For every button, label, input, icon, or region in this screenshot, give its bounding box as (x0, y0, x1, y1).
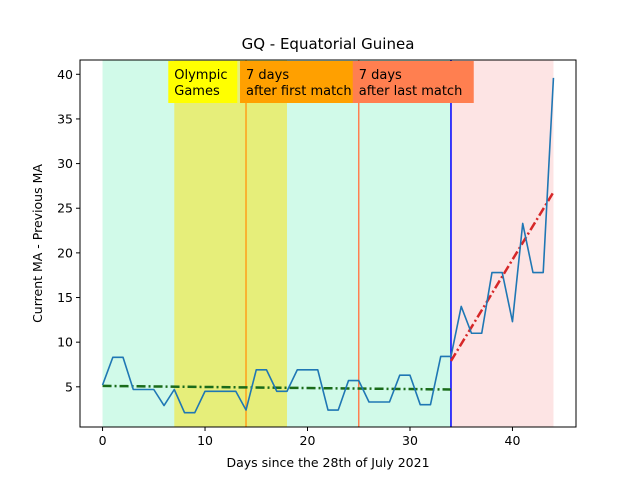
annotation-box-0 (168, 61, 238, 103)
series-line-0 (101, 77, 555, 414)
y-tick-label: 25 (57, 201, 73, 216)
x-axis-title: Days since the 28th of July 2021 (226, 455, 429, 470)
y-tick-label: 35 (57, 111, 73, 126)
axis-ticks: 0 10 20 30 40 5 10 15 20 25 30 35 40 (57, 67, 520, 448)
y-tick-label: 10 (57, 335, 73, 350)
x-tick-label: 20 (300, 433, 316, 448)
y-tick-label: 30 (57, 156, 73, 171)
x-tick-label: 40 (505, 433, 521, 448)
axes-frame (79, 59, 577, 428)
y-tick-label: 5 (65, 379, 73, 394)
y-tick-label: 20 (57, 245, 73, 260)
annotation-text-2-1: after last match (359, 84, 463, 99)
y-tick-label: 15 (57, 290, 73, 305)
annotation-text-1-0: 7 days (246, 68, 289, 83)
y-axis-title: Current MA - Previous MA (30, 164, 45, 323)
x-tick-label: 30 (402, 433, 418, 448)
annotation-box-2 (352, 61, 474, 103)
shaded-region-2 (450, 60, 554, 427)
x-tick-label: 10 (197, 433, 213, 448)
x-tick-label: 0 (99, 433, 107, 448)
annotation-text-0-1: Games (174, 84, 220, 99)
y-tick-label: 40 (57, 67, 73, 82)
annotation-text-2-0: 7 days (359, 68, 402, 83)
annotation-box-1 (240, 61, 358, 103)
annotation-text-1-1: after first match (246, 84, 352, 99)
shaded-region-1 (174, 60, 288, 427)
chart-title: GQ - Equatorial Guinea (242, 35, 415, 53)
annotation-text-0-0: Olympic (174, 68, 227, 83)
trend-line-1 (449, 191, 555, 362)
trend-line-0 (102, 384, 451, 391)
